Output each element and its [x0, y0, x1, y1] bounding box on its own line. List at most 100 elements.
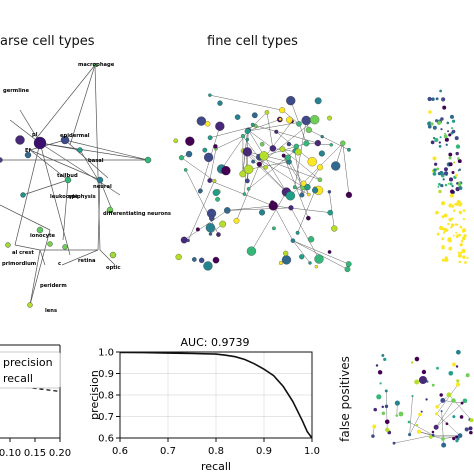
edge: [290, 143, 343, 196]
node: [452, 415, 456, 419]
node: [296, 121, 302, 127]
node: [440, 398, 446, 403]
point: [448, 217, 453, 222]
edge: [34, 64, 96, 141]
edge: [209, 180, 274, 207]
x-tick-label: 0.10: [0, 448, 21, 459]
coarse-node-label: tailbud: [57, 173, 78, 179]
point: [440, 128, 443, 131]
node: [292, 185, 297, 190]
node: [384, 419, 390, 425]
node: [469, 430, 473, 435]
node: [331, 225, 338, 232]
point: [440, 183, 444, 188]
point: [463, 234, 467, 238]
node: [173, 138, 179, 144]
edge: [0, 204, 51, 231]
coarse-node-label: ionocyte: [30, 233, 56, 239]
point: [457, 169, 460, 172]
point: [439, 136, 442, 139]
x-tick-label: 0.8: [208, 446, 224, 457]
node: [256, 161, 262, 167]
node: [224, 207, 231, 214]
y-tick-label: 0.8: [98, 391, 114, 402]
point: [442, 105, 447, 110]
edge: [308, 129, 350, 151]
edge: [69, 64, 96, 146]
node: [203, 152, 214, 163]
node: [209, 215, 215, 222]
node: [233, 217, 240, 224]
legend-box: [0, 351, 61, 389]
node: [215, 121, 225, 131]
node: [446, 392, 452, 398]
coarse-node-label: leukocyte: [50, 194, 79, 200]
node: [327, 250, 332, 254]
point: [432, 156, 437, 161]
point: [443, 213, 448, 218]
node: [329, 143, 333, 147]
node: [219, 220, 227, 228]
node: [269, 145, 277, 152]
node: [320, 135, 324, 139]
point: [461, 228, 467, 233]
edge: [282, 149, 321, 180]
edge: [187, 180, 215, 241]
node: [286, 141, 292, 147]
node: [306, 215, 311, 221]
false-positives-label: false positives: [337, 356, 352, 442]
node: [373, 407, 377, 412]
node: [178, 155, 185, 161]
node: [0, 157, 3, 163]
node: [414, 356, 420, 362]
node: [411, 394, 414, 398]
point: [428, 110, 432, 114]
node: [202, 147, 208, 153]
point: [449, 193, 455, 198]
node: [307, 236, 315, 243]
node: [314, 254, 324, 264]
point: [454, 173, 458, 177]
point: [441, 244, 445, 248]
node: [279, 107, 286, 114]
edge: [19, 109, 41, 144]
node: [371, 434, 375, 438]
edge: [79, 149, 101, 184]
node: [316, 164, 324, 171]
node: [279, 146, 286, 153]
point: [458, 260, 462, 264]
point: [430, 140, 435, 145]
edge: [227, 205, 274, 211]
node: [217, 100, 223, 106]
node: [375, 364, 379, 367]
node: [435, 412, 439, 416]
edge: [435, 400, 466, 428]
edge: [409, 414, 421, 435]
node: [435, 404, 439, 409]
edge: [29, 139, 66, 151]
node: [62, 244, 68, 250]
coarse-node-label: pl: [32, 132, 38, 138]
point: [464, 261, 467, 264]
point: [459, 251, 462, 254]
edge: [408, 421, 434, 436]
point: [450, 223, 455, 227]
node: [304, 184, 311, 191]
edge: [29, 149, 69, 181]
node: [33, 136, 47, 150]
node: [246, 187, 251, 191]
point: [441, 215, 445, 219]
y-tick-label: 0.6: [98, 434, 114, 445]
point: [441, 258, 445, 262]
node: [372, 424, 377, 429]
edge: [99, 179, 113, 211]
node: [244, 164, 254, 174]
node: [196, 116, 207, 126]
pr-chart-title: AUC: 0.9739: [181, 336, 250, 349]
node: [395, 414, 399, 417]
node: [455, 365, 459, 368]
node: [452, 436, 456, 441]
point: [457, 253, 462, 258]
pr-y-ticks: 0.6 0.7 0.8 0.9 1.0: [98, 348, 120, 445]
